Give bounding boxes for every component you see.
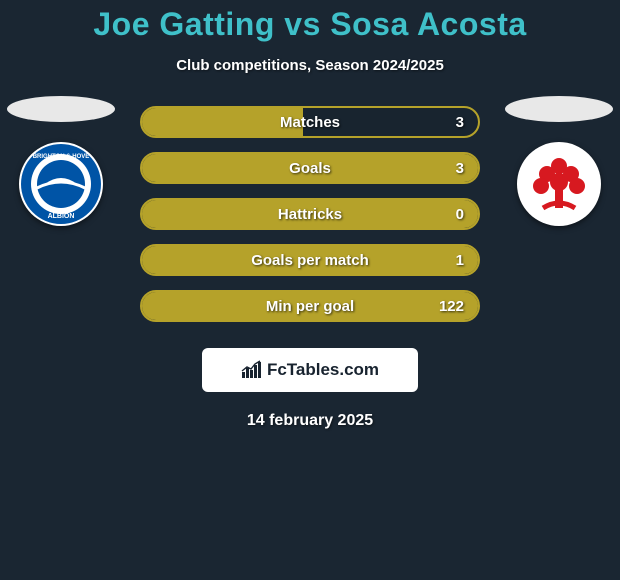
site-label: FcTables.com <box>267 360 379 380</box>
stat-bar: Goals per match 1 <box>140 244 480 276</box>
left-player-column: BRIGHTON & HOVE ALBION <box>6 96 116 226</box>
right-player-avatar <box>505 96 613 122</box>
svg-text:BRIGHTON & HOVE: BRIGHTON & HOVE <box>33 154 90 160</box>
main-area: BRIGHTON & HOVE ALBION <box>0 106 620 430</box>
stat-value: 1 <box>456 252 464 269</box>
forest-badge-icon <box>517 142 601 226</box>
stat-bar: Hattricks 0 <box>140 198 480 230</box>
stat-label: Goals <box>289 160 331 177</box>
site-badge[interactable]: FcTables.com <box>202 348 418 392</box>
stat-label: Matches <box>280 114 340 131</box>
stat-value: 3 <box>456 114 464 131</box>
stat-label: Goals per match <box>251 252 369 269</box>
svg-text:ALBION: ALBION <box>48 213 75 220</box>
stat-label: Min per goal <box>266 298 354 315</box>
stat-value: 0 <box>456 206 464 223</box>
stat-bar: Matches 3 <box>140 106 480 138</box>
stats-list: Matches 3 Goals 3 Hattricks 0 Goals per … <box>140 106 480 322</box>
right-player-column <box>504 96 614 226</box>
stat-value: 3 <box>456 160 464 177</box>
comparison-subtitle: Club competitions, Season 2024/2025 <box>0 57 620 74</box>
stat-label: Hattricks <box>278 206 342 223</box>
brighton-badge-icon: BRIGHTON & HOVE ALBION <box>19 142 103 226</box>
left-club-badge: BRIGHTON & HOVE ALBION <box>19 142 103 226</box>
comparison-title: Joe Gatting vs Sosa Acosta <box>0 0 620 43</box>
bar-chart-icon <box>241 360 263 380</box>
stat-bar: Min per goal 122 <box>140 290 480 322</box>
right-club-badge <box>517 142 601 226</box>
left-player-avatar <box>7 96 115 122</box>
date-label: 14 february 2025 <box>0 412 620 430</box>
stat-bar: Goals 3 <box>140 152 480 184</box>
stat-value: 122 <box>439 298 464 315</box>
